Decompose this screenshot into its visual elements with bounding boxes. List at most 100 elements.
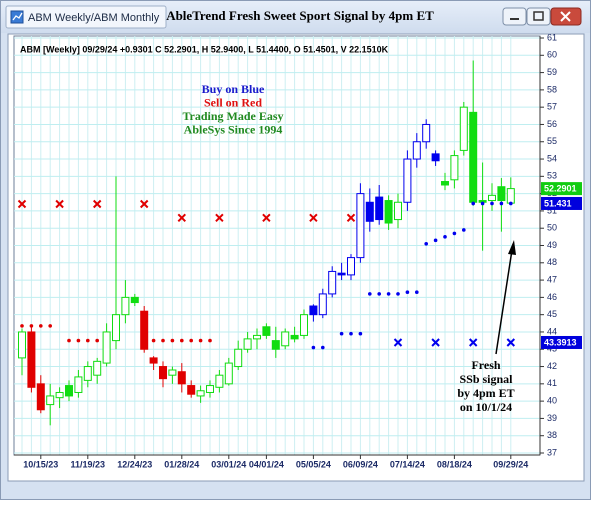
y-tick-label: 56 <box>547 119 557 129</box>
signal-x <box>55 199 64 209</box>
stop-dot <box>76 338 81 343</box>
minimize-button[interactable] <box>502 7 527 26</box>
candle-body <box>177 371 186 385</box>
stop-dot <box>48 324 52 328</box>
y-tick-label: 54 <box>547 153 557 163</box>
candle-body <box>74 376 83 393</box>
stop-dot <box>462 228 466 232</box>
candle-body <box>375 196 384 221</box>
annotation: Trading Made Easy <box>182 109 283 123</box>
candle-body <box>112 314 120 342</box>
tab[interactable] <box>5 5 167 29</box>
price-tag-label: 52.2901 <box>544 183 577 193</box>
x-tick-label: 07/14/24 <box>390 459 425 469</box>
stop-dot <box>377 292 382 296</box>
signal-x <box>262 213 271 223</box>
candle-body <box>300 314 308 336</box>
stop-dot <box>480 201 485 206</box>
stop-dot <box>198 338 203 343</box>
stop-dot <box>20 324 24 328</box>
stop-dot <box>452 231 457 236</box>
candle-body <box>412 141 421 160</box>
window-title: AbleTrend Fresh Sweet Sport Signal by 4p… <box>166 8 434 23</box>
plot: 3738394041424344454647484950515253545556… <box>13 32 582 469</box>
candle-body <box>215 374 224 388</box>
y-tick-label: 50 <box>547 223 557 233</box>
stop-dot <box>433 238 438 243</box>
stop-dot <box>95 338 99 343</box>
signal-x <box>393 338 403 347</box>
x-tick-label: 08/18/24 <box>437 459 472 469</box>
candle-body <box>27 331 36 388</box>
stop-dot <box>67 338 71 343</box>
candle-body <box>130 296 139 304</box>
x-tick-label: 10/15/23 <box>23 459 58 469</box>
candle-body <box>318 293 327 316</box>
candle-body <box>55 391 64 399</box>
price-tag-label: 43.3913 <box>544 337 577 347</box>
arrow-shaft <box>495 249 513 355</box>
maximize-icon <box>533 11 544 21</box>
candle-body <box>290 334 299 340</box>
signal-x <box>17 199 27 209</box>
candle-body <box>149 357 158 364</box>
candle-body <box>36 383 45 411</box>
candle-body <box>102 331 111 364</box>
y-tick-label: 41 <box>547 378 557 388</box>
stop-dot <box>415 290 419 294</box>
price-tag <box>541 182 582 196</box>
stop-dot <box>349 331 353 336</box>
close-icon <box>560 11 571 22</box>
y-tick-label: 58 <box>547 84 557 94</box>
y-tick-label: 48 <box>547 257 557 267</box>
arrow-head <box>508 240 516 255</box>
x-tick-label: 04/01/24 <box>249 459 284 469</box>
candle-body <box>271 340 280 350</box>
x-tick-label: 12/24/23 <box>117 459 152 469</box>
x-tick-label: 05/05/24 <box>296 459 331 469</box>
x-tick-label: 11/19/23 <box>71 459 106 469</box>
stop-dot <box>29 324 34 328</box>
candle-body <box>365 201 374 222</box>
candle-body <box>384 200 393 224</box>
y-tick-label: 42 <box>547 361 557 371</box>
stop-dot <box>368 292 372 296</box>
stop-dot <box>471 201 476 206</box>
candle-body <box>46 395 55 406</box>
signal-note: by 4pm ET <box>457 386 514 400</box>
stop-dot <box>208 338 212 343</box>
candle-body <box>253 334 261 340</box>
candle-body <box>356 193 365 259</box>
candle-body <box>422 123 431 143</box>
y-tick-label: 57 <box>547 102 557 112</box>
candle-body <box>347 257 355 276</box>
stop-dot <box>189 338 193 343</box>
stop-dot <box>396 292 400 296</box>
x-tick-label: 03/01/24 <box>211 459 246 469</box>
candle-body <box>450 155 459 181</box>
candle-body <box>196 390 205 397</box>
candle-body <box>65 385 73 397</box>
stop-dot <box>339 331 344 336</box>
stop-dot <box>405 290 410 294</box>
signal-x <box>468 338 478 347</box>
stop-dot <box>180 338 184 343</box>
stop-dot <box>499 201 504 206</box>
candle-body <box>262 326 271 336</box>
candle-body <box>93 360 102 376</box>
y-tick-label: 51 <box>547 205 557 215</box>
candle-body <box>83 366 92 381</box>
signal-note: Fresh <box>471 358 500 372</box>
annotation: Buy on Blue <box>202 82 265 96</box>
candle-body <box>497 186 506 202</box>
y-tick-label: 49 <box>547 240 557 250</box>
candle-body <box>140 310 149 350</box>
y-tick-label: 44 <box>547 326 557 336</box>
tab-label[interactable]: ABM Weekly/ABM Monthly <box>28 12 160 24</box>
signal-x <box>431 338 440 347</box>
annotation: AbleSys Since 1994 <box>184 122 283 136</box>
candle-body <box>431 153 440 162</box>
candle-body <box>234 348 243 368</box>
maximize-button[interactable] <box>526 7 551 26</box>
y-tick-label: 38 <box>547 430 557 440</box>
